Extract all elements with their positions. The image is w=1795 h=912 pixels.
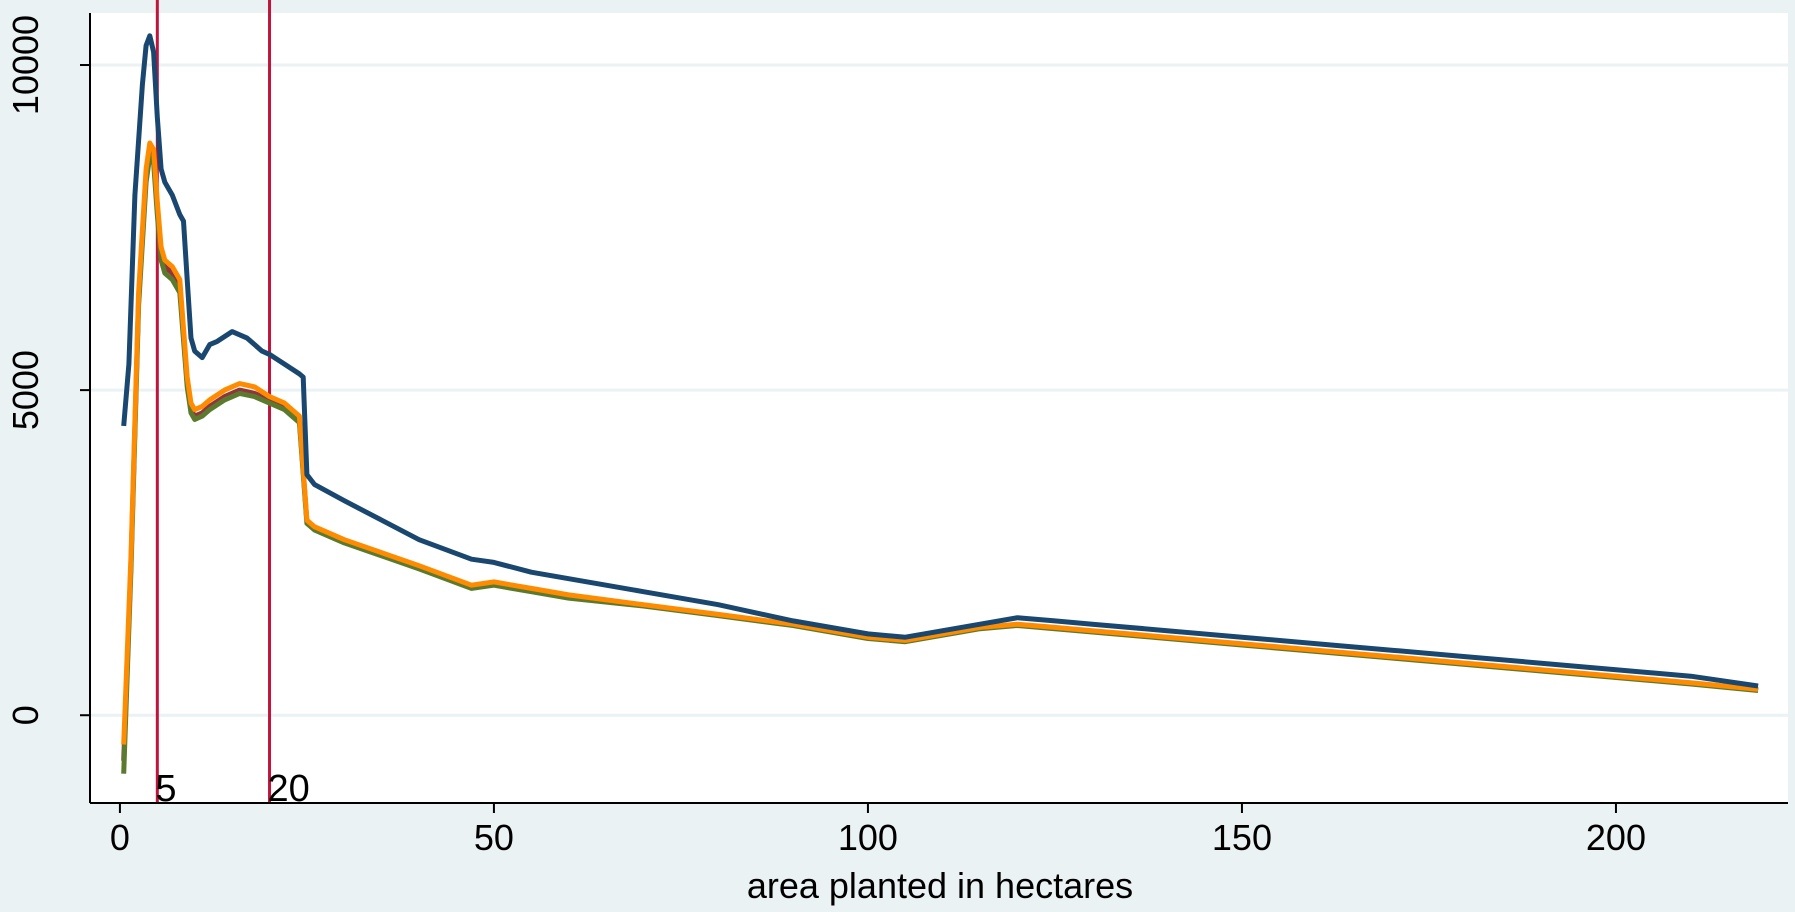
axes: 0 50 100 150 200 0 5000 10000 [5,13,1788,858]
series-line [121,140,1759,745]
series-lines [121,33,1759,774]
x-tick-label: 0 [110,817,130,858]
x-tick-label: 50 [474,817,514,858]
reference-line-label: 5 [155,768,176,810]
plot-area [90,13,1788,803]
y-tick-label: 5000 [5,350,46,430]
x-axis-label: area planted in hectares [747,865,1133,906]
x-tick-label: 100 [838,817,898,858]
series-line [121,33,1759,689]
gridlines [90,63,1788,717]
y-tick-label: 0 [5,705,46,725]
x-tick-label: 150 [1212,817,1272,858]
x-tick-label: 200 [1586,817,1646,858]
y-tick-label: 10000 [5,15,46,115]
